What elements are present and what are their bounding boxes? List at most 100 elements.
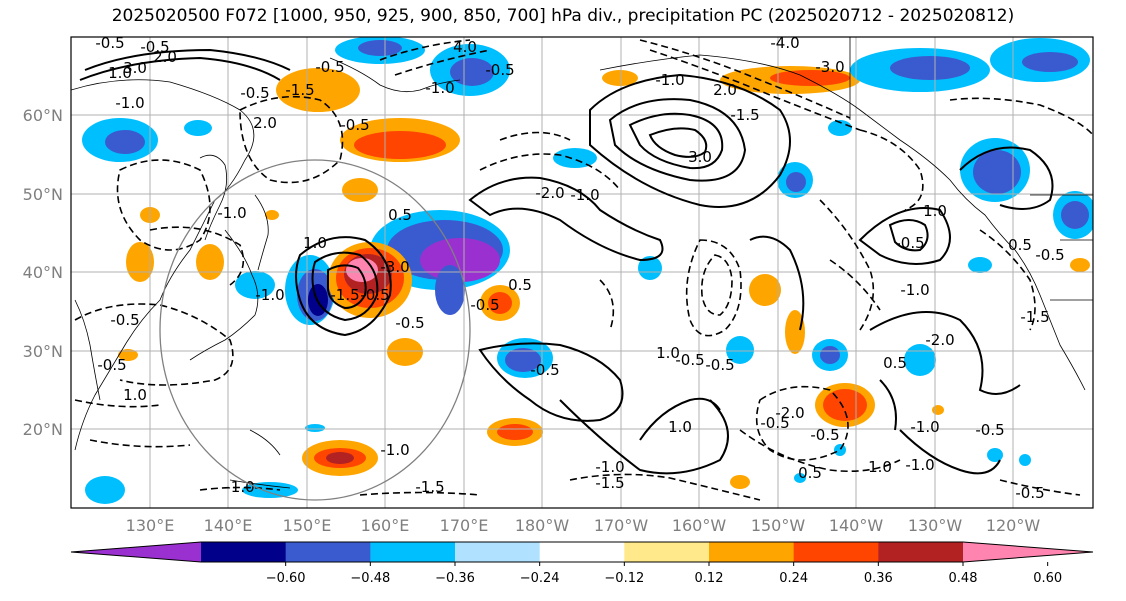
coastlines: [71, 37, 1093, 489]
contour-label: 1.0: [303, 234, 327, 252]
contour-label-text: -1.0: [225, 478, 254, 496]
contour-negative: [569, 473, 761, 501]
contour-positive: [478, 342, 624, 422]
contour-label: -1.5: [415, 478, 444, 496]
contour-label-text: -1.5: [285, 81, 314, 99]
contour-label-text: -2.0: [925, 331, 954, 349]
contour-label-text: -0.5: [240, 84, 269, 102]
longitude-label: 120°W: [986, 516, 1041, 535]
highlight-circle: [159, 159, 471, 501]
contour-label: -2.0: [925, 331, 954, 349]
colorbar: [70, 541, 1094, 563]
precip-patch: [904, 344, 936, 376]
longitude-label: 160°W: [672, 516, 727, 535]
contour-negative: [74, 303, 234, 386]
colorbar-tick-label: −0.24: [520, 571, 560, 586]
contour-label: 0.5: [508, 276, 532, 294]
contour-positive: [589, 73, 791, 208]
contour-label-text: -1.0: [905, 456, 934, 474]
map-title: 2025020500 F072 [1000, 950, 925, 900, 85…: [111, 6, 1015, 26]
precip-patch: [305, 424, 325, 432]
contour-negative: [379, 39, 471, 61]
contour-label-text: -0.5: [340, 116, 369, 134]
contour-negative: [359, 491, 481, 496]
contour-label: -0.5: [470, 296, 499, 314]
contour-positive: [327, 264, 367, 310]
colorbar-tick-label: 0.48: [949, 571, 978, 586]
precip-patch: [932, 405, 944, 415]
precip-patch: [638, 256, 662, 280]
contour-label-text: 1.0: [923, 202, 947, 220]
precip-patch: [326, 452, 354, 464]
contour-positive: [858, 207, 951, 265]
contour-negative: [829, 259, 881, 311]
contour-label: 1.0: [668, 418, 692, 436]
precip-patch: [265, 210, 279, 220]
colorbar-tick-label: 0.12: [695, 571, 724, 586]
contour-label: -0.5: [975, 421, 1004, 439]
contour-negative: [949, 97, 1093, 136]
contour-label: -1.0: [225, 478, 254, 496]
contour-label: -1.0: [655, 71, 684, 89]
contour-label-text: -1.0: [570, 186, 599, 204]
contour-label-text: -0.5: [95, 34, 124, 52]
contour-positive: [468, 176, 664, 262]
contour-label-text: -1.0: [255, 286, 284, 304]
contour-label-text: -0.5: [1015, 484, 1044, 502]
contour-label-text: 1.0: [656, 344, 680, 362]
contour-negative: [116, 159, 211, 251]
contour-label-text: -1.0: [900, 281, 929, 299]
contour-negative: [685, 239, 742, 337]
contour-label-text: -3.0: [815, 58, 844, 76]
graticule: [71, 37, 1093, 508]
contour-label-text: -4.0: [770, 34, 799, 52]
contour-label-text: 1.0: [868, 458, 892, 476]
contour-label-text: -1.5: [595, 474, 624, 492]
latitude-label: 40°N: [23, 263, 63, 282]
longitude-label: 160°E: [361, 516, 410, 535]
latitude-label: 50°N: [23, 185, 63, 204]
contour-label-text: 0.5: [883, 354, 907, 372]
contour-label: -3.0: [380, 258, 409, 276]
contour-negative: [819, 199, 875, 331]
precip-patch: [1022, 52, 1078, 72]
precip-patch: [1019, 454, 1031, 466]
colorbar-extend-low: [71, 542, 201, 562]
contour-positive: [84, 48, 291, 71]
precip-patch: [354, 131, 446, 159]
contour-label: -1.0: [570, 186, 599, 204]
map-frame: [70, 36, 1094, 509]
contour-label: 2.0: [253, 114, 277, 132]
contour-label-text: -2.0: [775, 404, 804, 422]
contour-label-text: -0.5: [975, 421, 1004, 439]
precip-patch: [387, 338, 423, 366]
precip-patch: [276, 68, 360, 112]
contour-label-text: 1.0: [668, 418, 692, 436]
contour-label: 1.0: [656, 344, 680, 362]
latitude-label: 30°N: [23, 342, 63, 361]
contour-label: -0.5: [485, 61, 514, 79]
contour-positive: [79, 56, 281, 81]
colorbar-segment: [370, 542, 456, 562]
colorbar-tick-label: −0.48: [350, 571, 390, 586]
precip-patch: [553, 148, 597, 168]
contour-positive: [639, 397, 721, 441]
contour-label-text: -1.0: [425, 79, 454, 97]
colorbar-segment: [539, 542, 625, 562]
contour-label: -0.5: [315, 58, 344, 76]
contour-label: -1.0: [115, 94, 144, 112]
contour-negative: [89, 439, 191, 448]
contour-label: -1.0: [595, 458, 624, 476]
longitude-label: 140°W: [829, 516, 884, 535]
colorbar-segment: [709, 542, 795, 562]
coastline: [229, 479, 291, 489]
contour-label-text: 2.0: [153, 48, 177, 66]
contour-label-text: -0.5: [140, 38, 169, 56]
precip-patch: [342, 178, 378, 202]
contour-positive: [888, 219, 929, 252]
contour-label: 3.0: [123, 59, 147, 77]
contour-negative: [700, 254, 733, 316]
contour-label-text: -1.0: [115, 94, 144, 112]
contour-label: -1.0: [255, 286, 284, 304]
